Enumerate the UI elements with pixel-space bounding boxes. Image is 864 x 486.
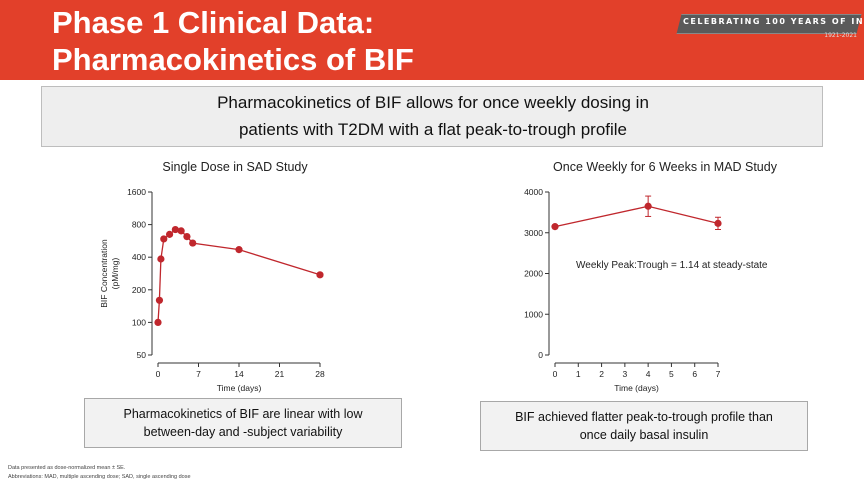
mad-x-tick-label: 2: [599, 369, 604, 379]
mad-y-tick-label: 4000: [524, 187, 543, 197]
header-banner: [0, 0, 864, 80]
key-message-box: Pharmacokinetics of BIF allows for once …: [41, 86, 823, 147]
sad-data-point: [316, 271, 324, 279]
sad-y-tick-label: 200: [132, 285, 146, 295]
mad-note-line-2: once daily basal insulin: [579, 428, 709, 442]
sad-data-point: [155, 296, 164, 304]
mad-x-tick-label: 6: [692, 369, 697, 379]
sad-x-tick-label: 0: [156, 369, 161, 379]
mad-x-axis-label: Time (days): [614, 383, 659, 393]
mad-annotation: Weekly Peak:Trough = 1.14 at steady-stat…: [576, 260, 768, 271]
mad-x-tick-label: 1: [576, 369, 581, 379]
mad-x-tick-label: 4: [646, 369, 651, 379]
centennial-badge-years: 1921-2021: [824, 32, 857, 39]
footnote-data: Data presented as dose-normalized mean ±…: [8, 465, 126, 471]
sad-data-point: [160, 235, 168, 243]
mad-data-point: [551, 223, 559, 231]
mad-chart: 0 1000 2000 3000 4000 0 1 2 3 4 5 6 7 Time (days) Week…: [524, 187, 768, 393]
sad-x-tick-label: 7: [196, 369, 201, 379]
sad-y-tick-label: 100: [132, 317, 146, 327]
sad-series-line: [157, 228, 321, 323]
sad-y-axis-label-line-1: BIF Concentration: [99, 239, 109, 308]
sad-y-tick-label: 1600: [127, 187, 146, 197]
mad-x-tick-label: 5: [669, 369, 674, 379]
page-title: Phase 1 Clinical Data: Pharmacokinetics …: [52, 4, 612, 78]
mad-data-point: [714, 219, 722, 227]
mad-y-tick-label: 2000: [524, 269, 543, 279]
centennial-badge-text: CELEBRATING 100 YEARS OF INSULIN: [683, 17, 864, 26]
sad-data-point: [183, 232, 191, 241]
mad-y-tick-label: 3000: [524, 228, 543, 238]
mad-note-box: BIF achieved flatter peak-to-trough prof…: [480, 401, 808, 451]
mad-y-tick-label: 1000: [524, 309, 543, 319]
footnote-abbreviations: Abbreviations: MAD, multiple ascending d…: [8, 474, 191, 480]
sad-data-point: [157, 255, 165, 263]
sad-data-point: [165, 230, 174, 238]
sad-x-tick-label: 28: [315, 369, 325, 379]
sad-note-line-1: Pharmacokinetics of BIF are linear with …: [123, 407, 363, 421]
sad-x-tick-label: 21: [275, 369, 285, 379]
mad-series-line: [554, 205, 719, 228]
mad-chart-title: Once Weekly for 6 Weeks in MAD Study: [553, 160, 777, 174]
sad-note-line-2: between-day and -subject variability: [143, 425, 343, 439]
sad-y-tick-label: 50: [137, 350, 147, 360]
sad-data-point: [171, 225, 179, 234]
sad-chart: 50 100 200 400 800 1600 0 7 14 21 28 Time (days) BIF…: [99, 187, 325, 393]
sad-x-tick-label: 14: [234, 369, 244, 379]
mad-data-point: [644, 202, 652, 210]
sad-data-point: [189, 239, 197, 247]
key-message-line-2: patients with T2DM with a flat peak-to-t…: [238, 120, 628, 139]
mad-note-line-1: BIF achieved flatter peak-to-trough prof…: [515, 410, 773, 424]
sad-note-box: Pharmacokinetics of BIF are linear with …: [84, 398, 402, 448]
sad-y-tick-label: 800: [132, 220, 146, 230]
key-message-line-1: Pharmacokinetics of BIF allows for once …: [217, 93, 649, 112]
sad-data-point: [177, 227, 185, 235]
mad-x-tick-label: 7: [716, 369, 721, 379]
title-line-2: Pharmacokinetics of BIF: [52, 42, 414, 77]
sad-data-point: [154, 318, 162, 326]
sad-y-axis-label-line-2: (pM/mg): [110, 258, 120, 290]
mad-x-tick-label: 0: [553, 369, 558, 379]
mad-x-tick-label: 3: [622, 369, 627, 379]
sad-x-axis-label: Time (days): [217, 383, 262, 393]
sad-y-tick-label: 400: [132, 252, 146, 262]
mad-y-tick-label: 0: [538, 350, 543, 360]
sad-chart-title: Single Dose in SAD Study: [162, 160, 308, 174]
sad-data-point: [235, 246, 243, 254]
title-line-1: Phase 1 Clinical Data:: [52, 5, 375, 40]
